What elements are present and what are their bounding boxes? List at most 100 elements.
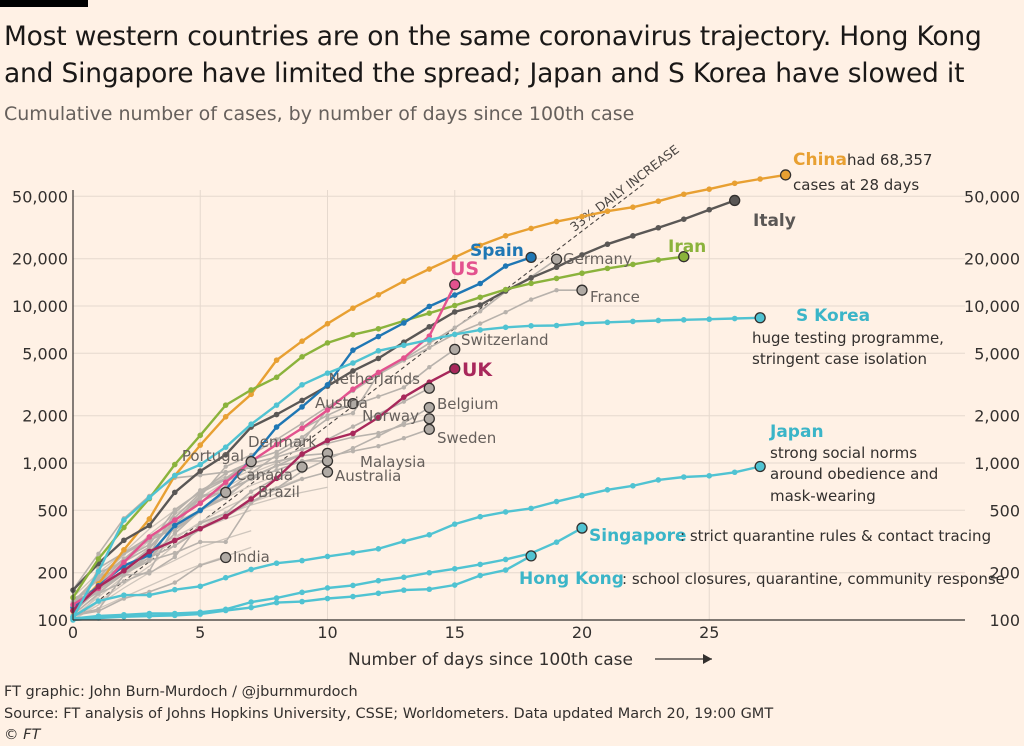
reference-line-33pct — [72, 183, 645, 621]
point-brazil — [147, 544, 152, 550]
point-italy — [146, 522, 153, 529]
point-s-korea — [681, 317, 687, 323]
point-uk — [299, 451, 305, 457]
point-india — [198, 563, 203, 568]
chart-subtitle: Cumulative number of cases, by number of… — [4, 103, 635, 125]
title-line-1: Most western countries are on the same c… — [4, 21, 982, 52]
label-hong-kong: Hong Kong — [519, 569, 624, 589]
line-s-korea — [71, 316, 761, 618]
point-switzerland — [376, 394, 381, 399]
point-s-korea — [426, 337, 433, 343]
point-japan — [197, 583, 204, 590]
point-hong-kong — [477, 572, 484, 579]
point-s-korea — [655, 317, 662, 324]
point-china — [477, 242, 484, 249]
end-marker-austria — [347, 397, 359, 410]
point-canada — [198, 520, 203, 526]
point-japan — [146, 592, 153, 598]
point-sweden — [401, 435, 407, 441]
label-s-korea: S Korea — [796, 306, 870, 326]
point-japan — [401, 538, 407, 545]
point-iran — [579, 270, 585, 277]
y-tick-label-left: 100 — [37, 611, 68, 630]
point-china — [375, 291, 382, 298]
chart-title: Most western countries are on the same c… — [4, 18, 1020, 92]
end-marker-brazil — [220, 486, 232, 499]
point-us — [146, 534, 153, 540]
label-iran: Iran — [668, 237, 706, 257]
point-italy — [222, 451, 229, 458]
point-italy — [350, 368, 356, 374]
point-china — [273, 357, 280, 363]
point-singapore — [375, 577, 382, 584]
point-italy — [630, 233, 636, 239]
label-malaysia: Malaysia — [360, 453, 426, 471]
note2-s-korea: stringent case isolation — [752, 350, 927, 368]
point-spain — [273, 424, 280, 430]
label-japan: Japan — [769, 422, 824, 442]
point-germany — [452, 325, 457, 330]
point-netherlands — [350, 424, 356, 429]
point-switzerland — [427, 365, 432, 370]
point-china — [401, 278, 407, 285]
point-iran — [375, 325, 382, 332]
point-s-korea — [502, 324, 509, 331]
footer-credit: FT graphic: John Burn-Murdoch / @jburnmu… — [4, 684, 358, 700]
point-brazil — [198, 493, 203, 498]
point-japan — [553, 498, 560, 505]
label-italy: Italy — [753, 211, 796, 231]
point-italy — [706, 206, 713, 213]
label-india: India — [233, 548, 270, 566]
point-s-korea — [630, 318, 636, 325]
point-hong-kong — [121, 613, 127, 620]
point-china — [324, 320, 331, 327]
point-us — [375, 369, 382, 376]
line-germany — [72, 258, 557, 603]
point-france — [554, 287, 559, 293]
point-us — [299, 425, 305, 432]
y-tick-label-left: 1,000 — [22, 454, 68, 473]
point-china — [553, 218, 560, 225]
point-india — [172, 580, 177, 585]
point-uk — [197, 525, 204, 532]
point-belgium — [223, 539, 228, 545]
point-japan — [630, 482, 636, 489]
point-iran — [655, 257, 662, 263]
point-spain — [426, 303, 433, 310]
point-italy — [121, 537, 127, 544]
point-hong-kong — [222, 607, 229, 614]
point-china — [528, 225, 534, 232]
x-tick-label: 10 — [317, 623, 337, 642]
point-france — [478, 321, 483, 326]
point-switzerland — [299, 439, 305, 445]
point-belgium — [198, 539, 203, 545]
point-us — [222, 479, 229, 486]
label-canada: Canada — [236, 466, 293, 484]
point-germany — [299, 435, 305, 440]
point-uk — [172, 537, 178, 544]
point-germany — [325, 416, 330, 422]
point-japan — [222, 574, 229, 581]
point-iran — [528, 280, 534, 287]
point-iran — [273, 374, 280, 381]
end-marker-hong-kong — [525, 550, 537, 562]
note-china: had 68,357 — [847, 151, 932, 169]
point-canada — [147, 571, 152, 576]
y-tick-label-right: 1,000 — [974, 454, 1020, 473]
end-marker-iran — [678, 251, 690, 263]
point-hong-kong — [299, 598, 305, 605]
point-uk — [248, 496, 254, 502]
end-marker-belgium — [423, 401, 435, 414]
point-france — [223, 464, 228, 469]
point-s-korea — [172, 472, 178, 479]
point-s-korea — [248, 421, 254, 428]
title-line-2: and Singapore have limited the spread; J… — [4, 58, 965, 89]
point-china — [579, 213, 585, 220]
y-tick-label-left: 200 — [37, 564, 68, 583]
point-japan — [273, 560, 280, 567]
point-china — [502, 232, 509, 239]
point-uk — [95, 583, 102, 590]
point-malaysia — [248, 476, 254, 482]
y-tick-label-right: 200 — [989, 564, 1020, 583]
y-tick-label-left: 10,000 — [12, 297, 68, 316]
